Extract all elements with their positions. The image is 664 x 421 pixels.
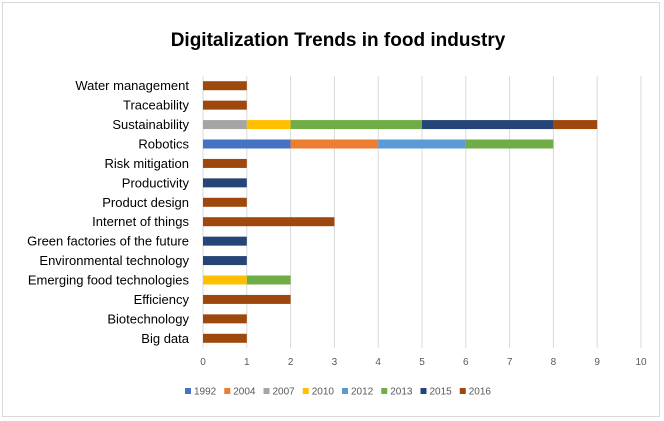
legend-swatch <box>420 388 427 394</box>
x-axis-tick-labels: 0 1 2 3 4 5 6 7 8 9 10 <box>200 357 647 368</box>
legend-swatch <box>263 388 270 394</box>
tick-label: 2 <box>288 357 294 368</box>
tick-label: 10 <box>635 357 647 368</box>
category-label: Emerging food technologies <box>28 273 190 288</box>
legend-label: 2007 <box>273 387 296 398</box>
bar-segment <box>203 333 247 343</box>
bar-segment <box>203 236 247 246</box>
category-label: Environmental technology <box>39 253 189 268</box>
category-label: Risk mitigation <box>104 156 189 171</box>
legend-swatch <box>459 388 466 394</box>
category-label: Sustainability <box>112 117 189 132</box>
category-label: Water management <box>75 78 189 93</box>
legend: 1992 2004 2007 2010 2012 2013 2015 2016 <box>185 387 491 398</box>
bar-segment <box>203 139 291 149</box>
category-label: Big data <box>141 331 189 346</box>
gridlines <box>202 76 642 348</box>
bar-segment <box>203 275 247 285</box>
bar-segment <box>203 158 247 168</box>
legend-label: 2016 <box>469 387 492 398</box>
legend-swatch <box>342 388 348 394</box>
bar-segment <box>203 81 247 91</box>
bar-segment <box>290 139 379 149</box>
bar-segment <box>378 139 466 149</box>
bar-segment <box>203 100 247 110</box>
category-label: Biotechnology <box>107 311 189 326</box>
tick-label: 5 <box>419 357 425 368</box>
legend-swatch <box>185 388 191 394</box>
legend-swatch <box>302 388 309 394</box>
category-label: Efficiency <box>134 292 190 307</box>
category-label: Green factories of the future <box>27 234 189 249</box>
chart-area <box>2 2 660 417</box>
bar-segment <box>553 120 598 130</box>
bar-segment <box>203 120 247 130</box>
tick-label: 0 <box>200 357 206 368</box>
tick-label: 6 <box>463 357 469 368</box>
tick-label: 7 <box>507 357 513 368</box>
bar-segment <box>465 139 554 149</box>
bar-segment <box>203 314 247 324</box>
bar-segment <box>422 120 554 130</box>
bar-segment <box>290 120 422 130</box>
category-label: Robotics <box>138 137 189 152</box>
bar-segment <box>246 275 291 285</box>
legend-swatch <box>381 388 388 394</box>
legend-label: 2004 <box>233 387 256 398</box>
category-label: Internet of things <box>92 214 189 229</box>
category-label: Productivity <box>122 175 190 190</box>
bar-segment <box>203 294 291 304</box>
category-label: Traceability <box>123 98 189 113</box>
tick-label: 1 <box>244 357 250 368</box>
legend-label: 2012 <box>351 387 374 398</box>
legend-label: 2013 <box>390 387 413 398</box>
tick-label: 8 <box>551 357 557 368</box>
tick-label: 4 <box>375 357 381 368</box>
bar-segment <box>203 256 247 266</box>
category-labels: Water management Traceability Sustainabili… <box>27 78 190 346</box>
category-label: Product design <box>102 195 189 210</box>
bar-segment <box>203 217 335 227</box>
chart-title: Digitalization Trends in food industry <box>171 30 506 51</box>
legend-swatch <box>224 388 231 394</box>
bar-segment <box>203 178 247 188</box>
legend-label: 2015 <box>430 387 453 398</box>
legend-label: 1992 <box>194 387 217 398</box>
bar-segment <box>203 197 247 207</box>
tick-label: 9 <box>594 357 600 368</box>
bars <box>203 81 598 343</box>
bar-segment <box>246 120 291 130</box>
legend-label: 2010 <box>312 387 335 398</box>
tick-label: 3 <box>332 357 338 368</box>
